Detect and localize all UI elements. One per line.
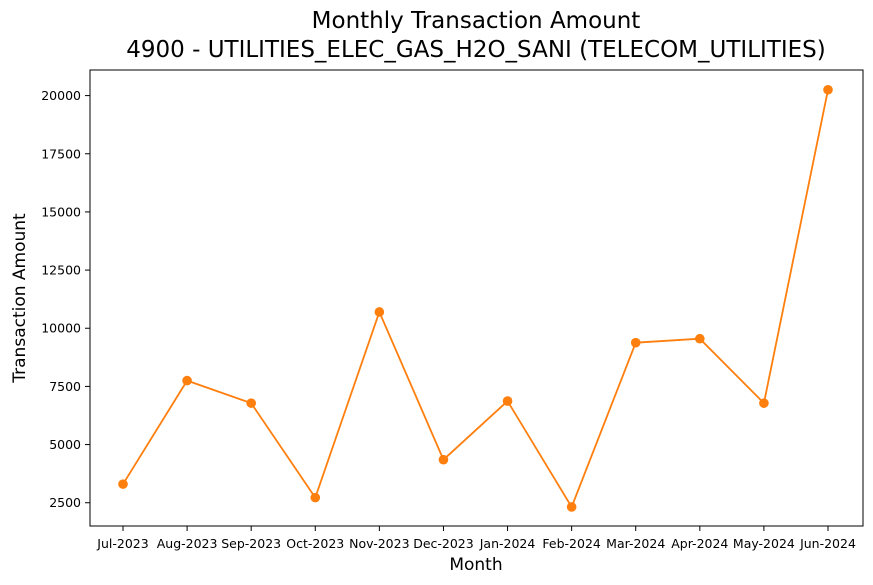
x-tick-label: Oct-2023	[286, 536, 344, 551]
y-tick-label: 5000	[49, 437, 81, 452]
data-point	[246, 398, 256, 408]
x-tick-label: Apr-2024	[671, 536, 728, 551]
x-tick-label: Jan-2024	[479, 536, 536, 551]
x-tick-label: Jul-2023	[96, 536, 148, 551]
series-layer	[118, 84, 833, 512]
x-tick-label: Jun-2024	[799, 536, 856, 551]
x-tick-label: Nov-2023	[349, 536, 409, 551]
x-axis: Jul-2023 Aug-2023 Sep-2023 Oct-2023 Nov-2023…	[96, 526, 856, 551]
chart-subtitle: 4900 - UTILITIES_ELEC_GAS_H2O_SANI (TELE…	[126, 37, 825, 63]
y-tick-label: 15000	[41, 204, 81, 219]
x-tick-label: Dec-2023	[413, 536, 474, 551]
data-point	[182, 375, 192, 386]
y-tick-label: 20000	[41, 88, 81, 103]
x-tick-label: Feb-2024	[542, 536, 601, 551]
y-tick-label: 2500	[49, 495, 81, 510]
y-tick-label: 12500	[41, 263, 81, 278]
plot-area	[89, 69, 864, 527]
data-point	[310, 492, 321, 503]
chart-title: Monthly Transaction Amount	[312, 8, 641, 34]
y-axis-label: Transaction Amount	[10, 213, 30, 384]
y-tick-label: 7500	[49, 379, 81, 394]
data-point	[759, 398, 769, 408]
x-tick-label: May-2024	[733, 536, 795, 551]
y-axis: 2500 5000 7500 10000 12500 15000 17500 20000	[41, 88, 90, 510]
data-point	[695, 333, 705, 344]
data-point	[630, 337, 641, 348]
data-point	[118, 479, 128, 489]
data-point	[823, 84, 833, 95]
x-axis-label: Month	[449, 555, 502, 575]
data-point	[438, 454, 449, 465]
data-point	[502, 396, 513, 406]
y-tick-label: 17500	[41, 146, 81, 161]
data-point	[566, 502, 577, 512]
data-point	[374, 307, 385, 317]
x-tick-label: Aug-2023	[157, 536, 218, 551]
x-tick-label: Sep-2023	[221, 536, 281, 551]
x-tick-label: Mar-2024	[606, 536, 665, 551]
y-tick-label: 10000	[41, 321, 81, 336]
series-line	[122, 89, 829, 509]
